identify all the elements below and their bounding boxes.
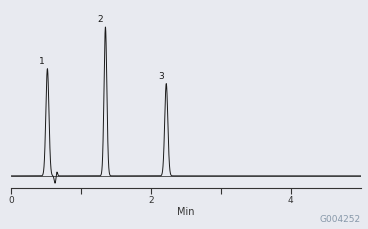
Text: 1: 1 (39, 57, 45, 66)
Text: 2: 2 (97, 15, 103, 24)
Text: 3: 3 (158, 72, 163, 81)
X-axis label: Min: Min (177, 207, 195, 216)
Text: G004252: G004252 (319, 215, 361, 224)
